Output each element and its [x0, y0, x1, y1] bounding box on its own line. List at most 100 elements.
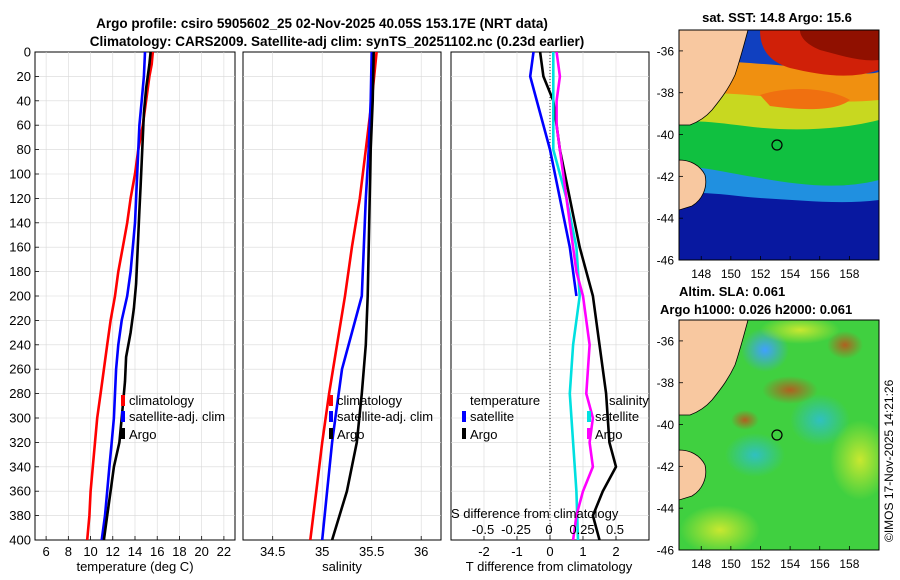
difference-xlabel: T difference from climatology [466, 559, 633, 574]
x-tick-label: 18 [172, 544, 186, 559]
series-line-satellite-adj-clim [100, 52, 147, 540]
y-tick-label: 280 [9, 386, 31, 401]
map-y-tick-label: -46 [657, 544, 675, 558]
legend-label-climatology: climatology [129, 393, 195, 408]
y-tick-label: 80 [17, 142, 31, 157]
map-x-tick-label: 152 [750, 557, 770, 571]
legend-label-s-argo: Argo [595, 427, 622, 442]
series-line-climatology [309, 52, 378, 540]
land-tasmania [679, 449, 707, 501]
y-tick-label: 160 [9, 240, 31, 255]
s-tick-label: -0.5 [472, 522, 494, 537]
series-line-s-satellite [551, 52, 582, 540]
map-y-tick-label: -40 [657, 418, 675, 432]
sla-map-title-line2: Argo h1000: 0.026 h2000: 0.061 [660, 302, 852, 317]
map-x-tick-label: 158 [839, 557, 859, 571]
land-mainland [679, 30, 749, 126]
sst-argo-marker [771, 139, 783, 151]
difference-legend: temperature satellite Argo salinity sate… [462, 393, 649, 442]
sst-field-darkred [800, 30, 879, 61]
map-x-tick-label: 154 [780, 267, 800, 281]
legend-label-satellite: satellite-adj. clim [129, 409, 225, 424]
y-tick-label: 260 [9, 362, 31, 377]
legend-label-argo: Argo [129, 427, 156, 442]
difference-panel: -2 -1 0 1 2 T difference from climatology S … [450, 51, 650, 574]
legend-label-satellite: satellite-adj. clim [337, 409, 433, 424]
s-tick-label: -0.25 [501, 522, 531, 537]
temperature-xlabel: temperature (deg C) [76, 559, 193, 574]
legend-label-argo: Argo [337, 427, 364, 442]
salinity-xlabel: salinity [322, 559, 362, 574]
temperature-series [85, 52, 155, 540]
y-tick-label: 300 [9, 411, 31, 426]
map-y-tick-label: -44 [657, 212, 675, 226]
x-tick-label: -2 [478, 544, 490, 559]
series-line-s-argo [555, 52, 595, 540]
temperature-panel: 0 20 40 60 80 100 120 140 160 180 200 220 240 260 280 3… [9, 45, 236, 574]
legend-swatch-argo [121, 428, 125, 439]
sst-map-frame [678, 29, 880, 261]
s-tick-label: 0.25 [569, 522, 594, 537]
sla-map: Altim. SLA: 0.061 Argo h1000: 0.026 h200… [657, 284, 880, 571]
legend-swatch-argo [329, 428, 333, 439]
legend-title-salinity: salinity [609, 393, 649, 408]
sla-blob-red [762, 376, 818, 404]
legend-swatch-satellite [121, 411, 125, 422]
x-tick-label: 16 [150, 544, 164, 559]
legend-label-t-satellite: satellite [470, 409, 514, 424]
x-tick-label: 2 [612, 544, 619, 559]
salinity-x-ticks: 34.5 35 35.5 36 [260, 536, 428, 559]
y-tick-label: 20 [17, 69, 31, 84]
legend-swatch-s-satellite [587, 411, 591, 422]
map-x-tick-label: 148 [691, 557, 711, 571]
legend-swatch-s-argo [587, 428, 591, 439]
sla-blob-red-3 [731, 410, 759, 430]
legend-swatch-climatology [329, 395, 333, 406]
sla-y-ticks: -36 -38 -40 -42 -44 -46 [657, 334, 683, 558]
map-y-tick-label: -36 [657, 44, 675, 58]
x-tick-label: 1 [579, 544, 586, 559]
map-x-tick-label: 150 [721, 557, 741, 571]
legend-title-temperature: temperature [470, 393, 540, 408]
sst-eddy-orange [760, 88, 850, 110]
x-tick-label: 0 [546, 544, 553, 559]
map-y-tick-label: -38 [657, 376, 675, 390]
y-tick-label: 120 [9, 191, 31, 206]
y-tick-label: 100 [9, 167, 31, 182]
y-tick-label: 400 [9, 533, 31, 548]
sst-field-green [679, 112, 879, 186]
map-y-tick-label: -38 [657, 86, 675, 100]
series-line-argo [330, 52, 375, 540]
figure-title-line1: Argo profile: csiro 5905602_25 02-Nov-20… [96, 16, 548, 31]
y-tick-label: 380 [9, 508, 31, 523]
legend-swatch-t-argo [462, 428, 466, 439]
x-tick-label: 14 [128, 544, 142, 559]
y-tick-label: 220 [9, 313, 31, 328]
series-line-satellite-adj-clim [320, 52, 373, 540]
map-x-tick-label: 150 [721, 267, 741, 281]
x-tick-label: 22 [217, 544, 231, 559]
sla-blob-cyan-1 [790, 394, 850, 446]
y-tick-label: 340 [9, 459, 31, 474]
x-tick-label: 20 [194, 544, 208, 559]
land-mainland [679, 320, 749, 416]
map-y-tick-label: -42 [657, 170, 675, 184]
x-tick-label: 36 [414, 544, 428, 559]
sla-blob-yellow-1 [680, 505, 760, 550]
sst-y-ticks: -36 -38 -40 -42 -44 -46 [657, 44, 683, 268]
x-tick-label: 10 [83, 544, 97, 559]
map-x-tick-label: 152 [750, 267, 770, 281]
sla-map-frame [678, 319, 880, 551]
y-tick-label: 40 [17, 93, 31, 108]
s-tick-label: 0 [545, 522, 552, 537]
x-tick-label: 6 [42, 544, 49, 559]
legend-label-s-satellite: satellite [595, 409, 639, 424]
salinity-panel: 34.5 35 35.5 36 salinity climatology satell… [242, 51, 442, 574]
y-tick-label: 0 [24, 45, 31, 60]
s-difference-label: S difference from climatology [451, 506, 619, 521]
sst-map-title: sat. SST: 14.8 Argo: 15.6 [702, 10, 852, 25]
sla-blob-yellow-2 [830, 420, 879, 500]
legend-swatch-t-satellite [462, 411, 466, 422]
map-x-tick-label: 156 [810, 267, 830, 281]
